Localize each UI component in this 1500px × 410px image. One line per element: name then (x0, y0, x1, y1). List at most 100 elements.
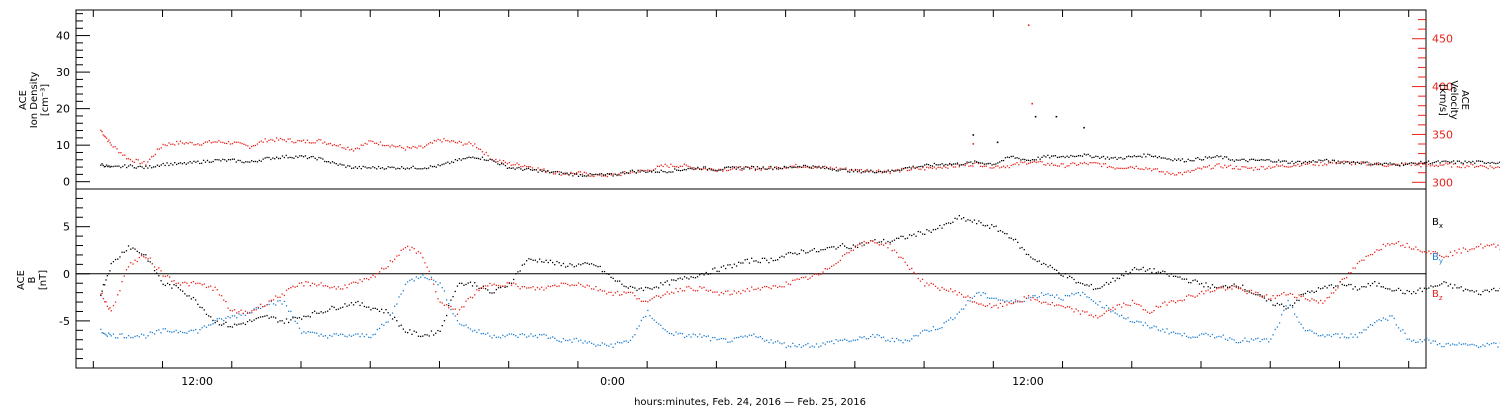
by-point (1376, 320, 1378, 322)
bz-point (1358, 260, 1361, 263)
density-point (414, 167, 416, 169)
density-point (764, 168, 766, 170)
velocity-tick-label: 450 (1432, 33, 1453, 46)
bx-point (978, 220, 980, 222)
density-point (1027, 159, 1030, 161)
bz-point (173, 280, 175, 282)
density-point (1193, 160, 1195, 162)
bz-point (554, 284, 556, 286)
density-point (1262, 159, 1264, 161)
by-point (993, 297, 995, 300)
bz-point (1123, 302, 1125, 304)
by-point (201, 327, 203, 329)
density-point (383, 168, 385, 170)
velocity-point (1491, 166, 1493, 168)
bz-point (995, 304, 997, 306)
velocity-point (710, 168, 712, 170)
velocity-point (216, 141, 218, 143)
bz-point (785, 281, 787, 283)
bx-point (567, 265, 569, 267)
bx-point (500, 286, 502, 289)
density-point (481, 156, 484, 158)
velocity-point (195, 144, 197, 146)
by-point (1257, 337, 1259, 339)
density-point (558, 173, 560, 175)
bz-point (450, 305, 452, 308)
density-point (420, 168, 422, 170)
density-point (141, 166, 143, 168)
by-point (783, 342, 785, 344)
velocity-point (1301, 164, 1303, 166)
velocity-point (685, 164, 687, 166)
bx-point (616, 280, 619, 282)
velocity-point (945, 166, 947, 169)
velocity-point (279, 137, 282, 140)
bx-point (1077, 281, 1079, 284)
density-point (1083, 153, 1085, 155)
bx-point (564, 266, 567, 268)
velocity-point (889, 172, 891, 174)
by-point (831, 340, 833, 342)
velocity-point (1026, 163, 1028, 165)
by-point (675, 331, 677, 333)
velocity-point (1289, 166, 1291, 168)
by-point (1343, 336, 1346, 338)
density-point (197, 160, 199, 162)
bz-point (991, 306, 993, 309)
velocity-point (1229, 164, 1232, 166)
velocity-point (1322, 164, 1324, 167)
density-point (1427, 160, 1430, 162)
bx-point (476, 285, 478, 287)
bx-point (552, 261, 554, 264)
by-point (1188, 336, 1190, 339)
density-point (814, 165, 816, 168)
density-point (1291, 160, 1293, 163)
by-point (318, 335, 320, 337)
velocity-point (499, 159, 501, 161)
bz-point (355, 281, 357, 283)
by-point (1216, 336, 1218, 338)
velocity-point (1306, 163, 1309, 165)
velocity-point (460, 141, 462, 143)
bz-point (1497, 244, 1499, 246)
density-point (489, 158, 491, 160)
density-point (468, 156, 470, 158)
bz-point (984, 305, 986, 307)
velocity-point (1066, 165, 1068, 167)
bz-point (1192, 295, 1194, 297)
velocity-point (1251, 167, 1253, 169)
density-point (1254, 159, 1257, 161)
by-point (437, 284, 439, 286)
bx-point (149, 261, 151, 263)
velocity-point (839, 167, 841, 169)
by-point (733, 337, 735, 339)
bx-point (541, 261, 543, 263)
velocity-point (1443, 164, 1445, 166)
bx-point (844, 245, 846, 247)
by-point (978, 291, 980, 294)
by-point (915, 334, 917, 337)
bz-point (705, 289, 707, 291)
bx-point (1047, 266, 1049, 268)
bx-point (939, 224, 941, 227)
by-point (433, 279, 435, 281)
velocity-point (564, 173, 566, 175)
bz-point (279, 296, 281, 298)
bz-point (1348, 272, 1350, 274)
bz-point (515, 283, 517, 285)
by-point (1030, 296, 1032, 299)
bx-point (169, 284, 171, 286)
velocity-point (716, 170, 718, 173)
velocity-point (176, 140, 178, 143)
by-point (649, 315, 651, 317)
by-point (671, 333, 673, 335)
density-point (541, 170, 543, 173)
bx-point (712, 268, 714, 270)
density-point (326, 161, 328, 163)
by-point (102, 332, 105, 334)
velocity-point (437, 138, 439, 141)
bx-point (1296, 299, 1298, 301)
bx-point (952, 221, 954, 223)
by-point (439, 282, 441, 284)
velocity-point (654, 168, 657, 170)
